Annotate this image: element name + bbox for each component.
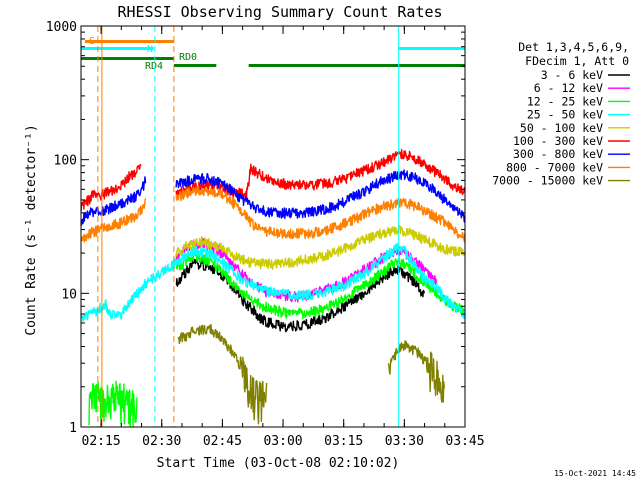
- legend-label: 25 - 50 keV: [527, 108, 603, 122]
- x-tick-label: 03:00: [263, 434, 302, 449]
- legend-label: 7000 - 15000 keV: [492, 174, 603, 188]
- flag-bars: S N RD4 RD0: [81, 36, 465, 72]
- x-axis-label: Start Time (03-Oct-08 02:10:02): [157, 456, 400, 471]
- footer-date: 15-Oct-2021 14:45: [554, 469, 636, 478]
- y-tick-label: 1: [69, 421, 77, 436]
- y-axis-label: Count Rate (s⁻¹ detector⁻¹): [24, 124, 39, 335]
- x-tick-label: 02:15: [82, 434, 121, 449]
- series-line-5: [175, 224, 466, 270]
- y-tick-label: 1000: [46, 20, 77, 35]
- legend-label: 800 - 7000 keV: [506, 160, 603, 174]
- legend-label: 12 - 25 keV: [527, 94, 603, 108]
- y-tick-label: 10: [61, 287, 77, 302]
- axes: 1 10 100 1000 02:15 02:30 02:45 03:00 03:15 03:30…: [46, 20, 485, 449]
- legend-label: 6 - 12 keV: [534, 81, 603, 95]
- series-line-6: [80, 149, 466, 211]
- series-line-4: [80, 242, 466, 322]
- series-line-9: [177, 323, 445, 425]
- decimation-flag-label-next: RD0: [179, 52, 197, 63]
- series-lines: [80, 149, 466, 428]
- saa-flag-label: S: [89, 36, 95, 47]
- decimation-flag-label: RD4: [145, 61, 163, 72]
- chart-title: RHESSI Observing Summary Count Rates: [117, 3, 442, 21]
- x-tick-label: 03:30: [385, 434, 424, 449]
- x-tick-label: 02:45: [203, 434, 242, 449]
- legend-label: 300 - 800 keV: [513, 147, 603, 161]
- plot-frame: [80, 25, 466, 428]
- night-flag-label: N: [147, 44, 153, 55]
- y-tick-label: 100: [54, 154, 77, 169]
- legend-header-line-1: Det 1,3,4,5,6,9,: [518, 40, 629, 54]
- x-tick-label: 03:15: [324, 434, 363, 449]
- legend: Det 1,3,4,5,6,9, FDecim 1, Att 0 3 - 6 k…: [492, 40, 630, 188]
- x-tick-label: 03:45: [445, 434, 484, 449]
- legend-header-line-2: FDecim 1, Att 0: [525, 54, 629, 68]
- legend-label: 50 - 100 keV: [520, 121, 603, 135]
- x-tick-label: 02:30: [142, 434, 181, 449]
- series-line-8: [80, 185, 466, 243]
- series-line-3: [88, 251, 466, 428]
- series-line-7: [80, 169, 466, 226]
- legend-label: 100 - 300 keV: [513, 134, 603, 148]
- legend-label: 3 - 6 keV: [541, 68, 603, 82]
